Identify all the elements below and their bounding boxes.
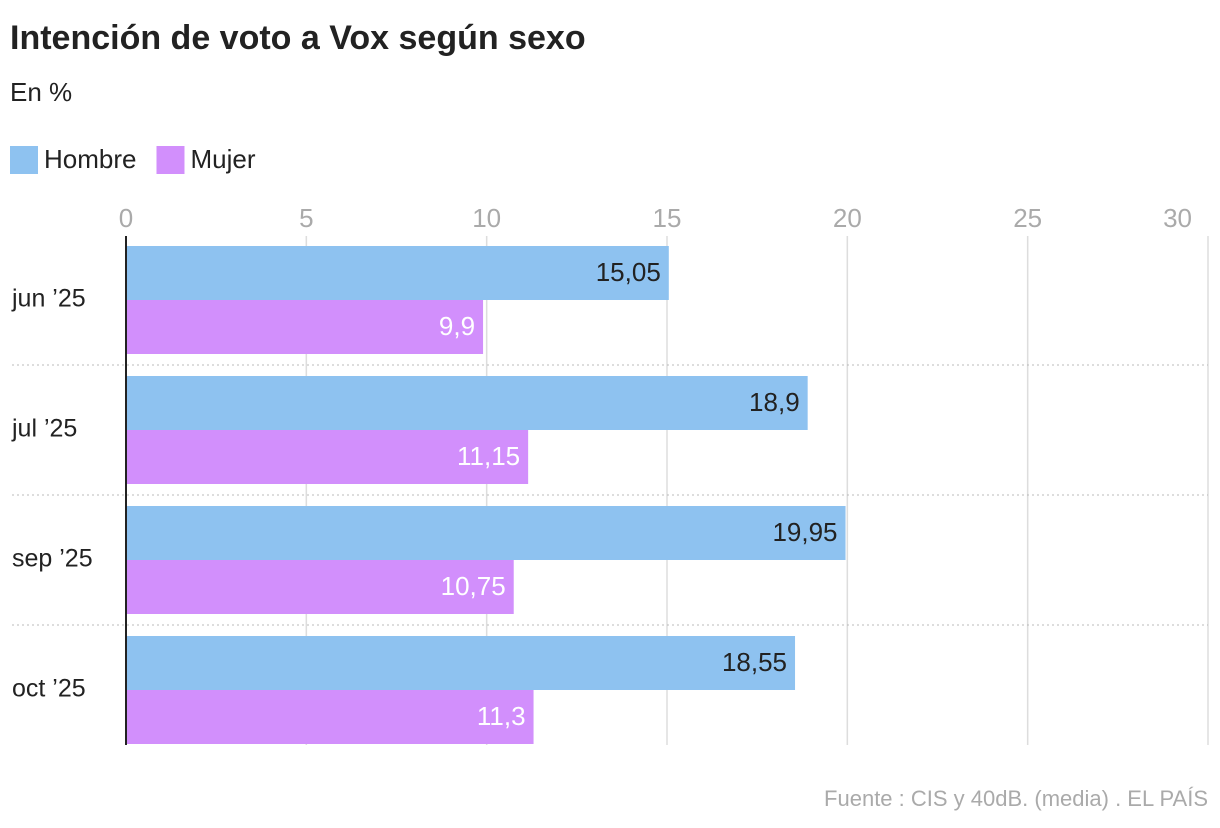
- x-tick-label: 20: [833, 203, 862, 233]
- y-tick-label: jul ’25: [11, 415, 77, 443]
- bar: [126, 560, 514, 614]
- chart-subtitle: En %: [10, 77, 72, 107]
- bar: [126, 430, 529, 484]
- y-tick-label: jun ’25: [11, 285, 86, 313]
- x-tick-label: 15: [653, 203, 682, 233]
- x-tick-label: 0: [119, 203, 133, 233]
- bar: [126, 246, 669, 300]
- y-tick-label: sep ’25: [12, 545, 93, 573]
- bar: [126, 506, 846, 560]
- value-label: 10,75: [441, 571, 506, 601]
- x-tick-label: 5: [299, 203, 313, 233]
- legend-swatch: [156, 146, 185, 174]
- value-label: 18,9: [749, 387, 800, 417]
- chart-title: Intención de voto a Vox según sexo: [10, 19, 586, 57]
- x-tick-label: 10: [472, 203, 501, 233]
- y-tick-label: oct ’25: [12, 675, 86, 703]
- value-label: 9,9: [439, 311, 475, 341]
- value-label: 11,15: [457, 441, 520, 471]
- x-tick-label: 30: [1163, 203, 1192, 233]
- bar: [126, 690, 534, 744]
- bar: [126, 376, 808, 430]
- value-label: 19,95: [772, 517, 837, 547]
- value-label: 11,3: [477, 701, 526, 731]
- x-tick-label: 25: [1013, 203, 1042, 233]
- bar: [126, 300, 484, 354]
- bar: [126, 636, 796, 690]
- legend-swatch: [10, 146, 38, 174]
- legend-label: Hombre: [44, 144, 136, 174]
- legend-label: Mujer: [190, 144, 255, 174]
- value-label: 18,55: [722, 647, 787, 677]
- value-label: 15,05: [596, 257, 661, 287]
- source: Fuente : CIS y 40dB. (media) . EL PAÍS: [824, 786, 1208, 811]
